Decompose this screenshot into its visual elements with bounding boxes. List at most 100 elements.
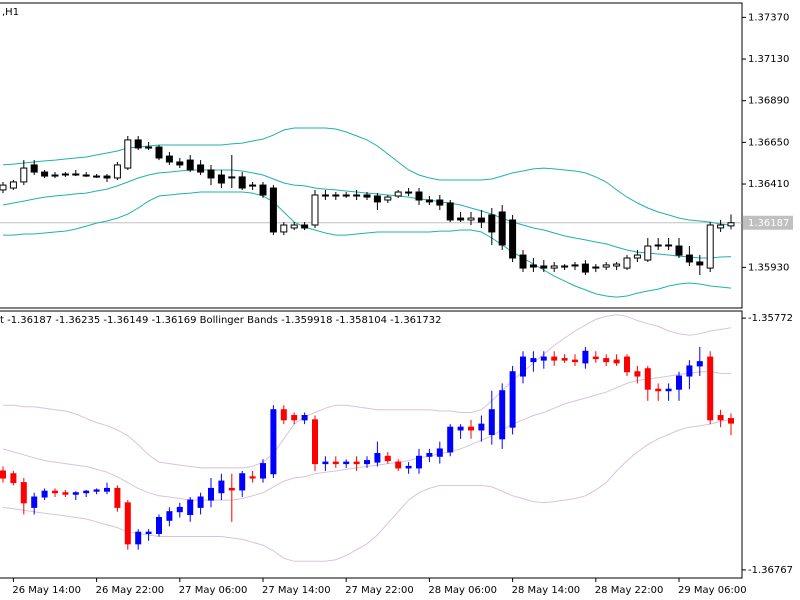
candle-body: [176, 506, 183, 513]
candle-body: [218, 480, 225, 494]
candle-body: [124, 502, 131, 545]
candle-body: [93, 175, 101, 178]
candle-body: [301, 415, 308, 421]
candle-body: [405, 191, 413, 194]
candle-body: [103, 175, 111, 179]
candle-body: [238, 176, 246, 189]
current-price-box: [743, 215, 793, 230]
candle-body: [145, 531, 152, 534]
candle-body: [416, 455, 422, 469]
candle-body: [728, 418, 734, 424]
candle-body: [197, 496, 204, 508]
candle-body: [197, 164, 205, 173]
candle-body: [530, 358, 537, 363]
candle-body: [249, 476, 256, 479]
candle-body: [260, 463, 266, 479]
candle-body: [603, 358, 610, 363]
candle-body: [467, 217, 475, 221]
indicator-pane-frame: [0, 310, 743, 579]
candle-body: [10, 473, 17, 484]
candle-body: [676, 375, 682, 390]
candle-body: [135, 531, 142, 545]
candle-body: [176, 161, 184, 166]
candle-body: [166, 511, 173, 521]
candle-body: [322, 461, 329, 465]
current-price-label: 1.36187: [748, 218, 789, 229]
candle-body: [312, 419, 318, 465]
candle-body: [488, 214, 496, 233]
candle-body: [561, 358, 568, 361]
candle-body: [551, 356, 558, 361]
candle-body: [259, 184, 267, 196]
candle-body: [0, 470, 6, 479]
candle-body: [207, 169, 215, 179]
candle-body: [280, 224, 288, 233]
candle-body: [186, 159, 194, 171]
candle-body: [519, 254, 527, 269]
y-tick-label: -1.36767: [748, 565, 793, 576]
y-tick-label: 1.36410: [748, 179, 789, 190]
candle-body: [62, 492, 69, 495]
candle-body: [727, 222, 735, 227]
candle-body: [665, 388, 672, 392]
candle-body: [717, 415, 724, 421]
x-tick-label: 26 May 14:00: [12, 585, 81, 596]
candle-body: [249, 184, 257, 187]
candle-body: [540, 265, 548, 269]
candle-body: [72, 492, 79, 495]
candle-body: [498, 211, 506, 246]
candle-body: [395, 461, 402, 469]
candle-body: [270, 409, 277, 475]
y-tick-label: 1.35930: [748, 262, 789, 273]
candle-body: [342, 194, 350, 197]
candle-body: [457, 217, 465, 221]
candle-body: [41, 171, 49, 177]
candle-body: [675, 245, 683, 256]
candle-body: [31, 496, 38, 508]
candle-body: [30, 164, 38, 173]
candle-body: [509, 219, 517, 259]
main-pane-frame: [0, 2, 743, 309]
candle-body: [353, 194, 361, 197]
y-tick-label: 1.36890: [748, 96, 789, 107]
candle-body: [405, 465, 412, 469]
candle-body: [155, 146, 163, 159]
band-line: [3, 314, 732, 469]
candle-body: [311, 194, 319, 226]
candle-body: [217, 174, 225, 184]
candle-body: [82, 174, 90, 177]
candle-body: [41, 490, 48, 498]
x-tick-label: 26 May 22:00: [96, 585, 165, 596]
candle-body: [478, 423, 485, 431]
candle-body: [364, 460, 370, 465]
candle-body: [446, 202, 454, 221]
pane-title: ,H1: [2, 7, 19, 18]
candle-body: [332, 461, 339, 465]
candle-body: [509, 371, 516, 428]
candle-body: [165, 155, 173, 163]
candle-body: [572, 359, 578, 363]
candle-body: [696, 261, 704, 266]
candle-body: [540, 356, 547, 361]
candle-body: [104, 487, 110, 492]
candle-body: [52, 490, 58, 494]
candle-body: [384, 196, 392, 201]
candle-body: [353, 461, 360, 465]
candle-body: [280, 409, 287, 421]
candle-body: [20, 482, 27, 504]
candle-body: [696, 361, 703, 367]
candle-body: [72, 173, 80, 176]
candle-body: [113, 164, 121, 179]
candle-body: [145, 146, 153, 149]
candle-body: [269, 187, 277, 233]
candle-body: [239, 473, 246, 491]
candle-body: [685, 254, 693, 263]
band-line: [2, 419, 732, 562]
candle-body: [51, 174, 59, 177]
candle-body: [114, 487, 121, 508]
x-tick-label: 27 May 22:00: [345, 585, 414, 596]
candle-body: [228, 176, 236, 179]
candle-body: [561, 265, 569, 268]
